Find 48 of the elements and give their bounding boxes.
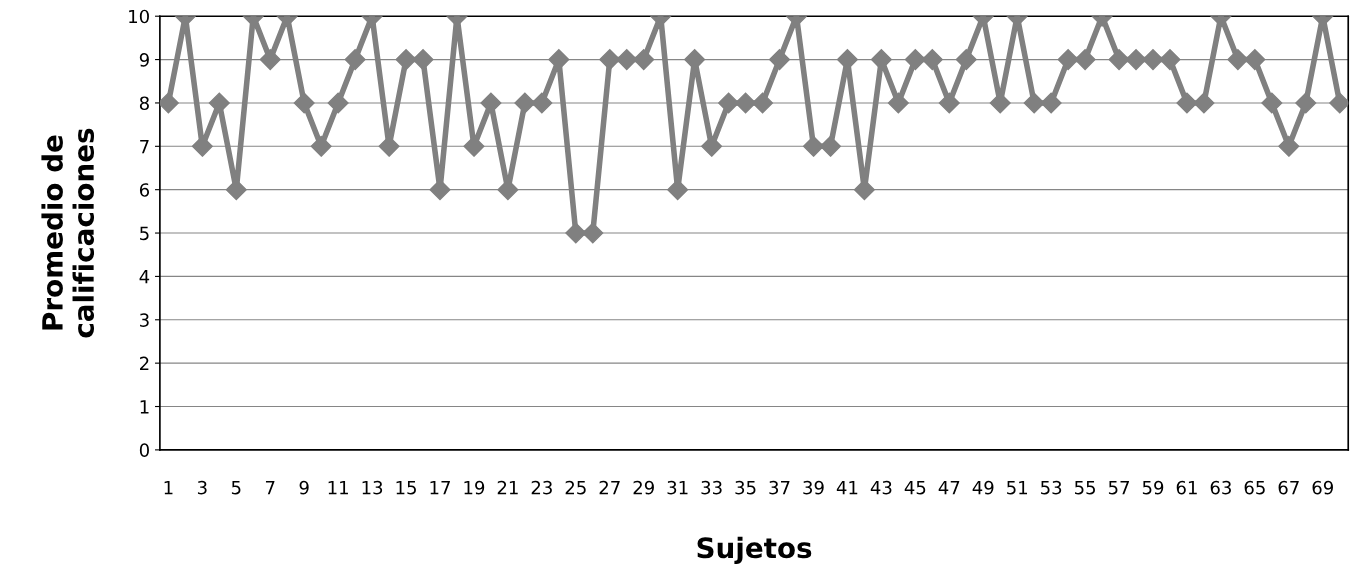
- x-tick-label: 61: [1176, 480, 1197, 495]
- y-tick-label: 8: [139, 96, 149, 111]
- x-tick-label: 29: [633, 480, 654, 495]
- y-tick-label: 10: [129, 9, 149, 24]
- x-tick-label: 35: [735, 480, 756, 495]
- x-tick-label: 45: [904, 480, 926, 495]
- x-tick-label: 53: [1041, 480, 1062, 495]
- y-tick-label: 9: [139, 53, 149, 67]
- x-tick-label: 19: [464, 480, 485, 495]
- x-tick-label: 65: [1244, 480, 1265, 495]
- x-tick-label: 33: [701, 480, 722, 495]
- x-tick-label: 51: [1007, 480, 1028, 495]
- y-tick-label: 0: [139, 443, 149, 457]
- y-tick-label: 1: [140, 400, 149, 414]
- x-tick-label: 11: [328, 480, 348, 495]
- y-axis-title: Promedio de calificaciones: [41, 128, 95, 338]
- y-tick-label: 5: [140, 226, 149, 241]
- x-tick-label: 9: [299, 480, 309, 495]
- x-tick-label: 37: [769, 480, 790, 495]
- x-tick-label: 49: [972, 480, 994, 495]
- x-tick-label: 57: [1108, 480, 1129, 495]
- x-tick-label: 21: [497, 480, 518, 495]
- x-tick-label: 13: [362, 480, 383, 495]
- y-tick-label: 4: [139, 270, 150, 284]
- x-tick-label: 41: [836, 480, 858, 495]
- x-tick-label: 39: [803, 480, 824, 495]
- x-axis-title: Sujetos: [697, 536, 812, 564]
- x-tick-label: 15: [396, 480, 416, 495]
- x-tick-label: 55: [1075, 480, 1095, 495]
- x-tick-label: 5: [231, 480, 241, 495]
- x-tick-label: 43: [870, 480, 892, 495]
- x-tick-label: 1: [164, 480, 173, 495]
- x-tick-label: 59: [1142, 480, 1164, 495]
- x-tick-label: 23: [531, 480, 552, 495]
- x-tick-label: 27: [599, 480, 620, 495]
- y-tick-label: 3: [140, 313, 149, 327]
- y-tick-label: 2: [140, 356, 149, 371]
- x-tick-label: 69: [1312, 480, 1333, 495]
- x-tick-label: 47: [938, 480, 960, 495]
- x-tick-label: 67: [1278, 480, 1299, 495]
- x-tick-label: 31: [667, 480, 688, 495]
- x-tick-label: 17: [430, 480, 450, 495]
- x-tick-label: 63: [1210, 480, 1231, 495]
- x-tick-label: 7: [265, 480, 275, 495]
- y-tick-label: 7: [140, 140, 149, 154]
- y-tick-label: 6: [139, 183, 150, 197]
- x-tick-label: 3: [197, 480, 207, 495]
- x-tick-label: 25: [565, 480, 586, 495]
